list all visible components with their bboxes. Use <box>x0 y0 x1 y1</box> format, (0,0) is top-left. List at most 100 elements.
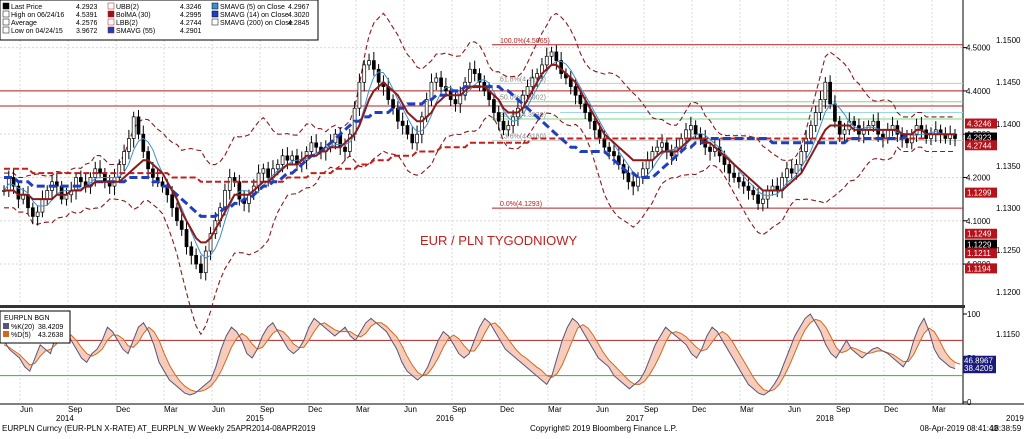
lower-band <box>4 112 955 336</box>
price-bar-body <box>362 64 367 83</box>
price-bar-body <box>794 164 799 174</box>
legend-swatch <box>211 2 219 10</box>
legend-swatch <box>211 10 219 18</box>
price-bar-body <box>789 168 794 174</box>
price-bar-body <box>227 177 232 191</box>
legend-label: Low on 04/24/15 <box>11 28 63 35</box>
percent-d-line <box>3 318 961 392</box>
price-bar-body <box>828 81 832 105</box>
legend-swatch <box>2 18 10 26</box>
x-year-label: 2014 <box>56 414 74 423</box>
price-tag-bg <box>965 228 997 239</box>
price-bar-body <box>506 125 511 131</box>
price-bar-body <box>501 120 506 131</box>
price-bar-body <box>136 116 141 135</box>
price-bar-body <box>583 103 588 113</box>
price-bar-body <box>823 81 828 100</box>
price-bar-body <box>612 151 616 157</box>
legend-swatch <box>107 18 115 26</box>
x-tick-label: Sep <box>260 405 275 414</box>
x-tick-label: Mar <box>356 405 370 414</box>
x-tick-label: Jun <box>788 405 801 414</box>
legend-value: 4.3246 <box>180 4 202 11</box>
legend-swatch <box>3 323 9 329</box>
fib-label: 23.6%(4.3180) <box>500 134 546 141</box>
price-bar-body <box>804 138 808 152</box>
price-bar-body <box>314 142 319 148</box>
price-bar-body <box>247 194 251 204</box>
price-bar-body <box>275 164 280 170</box>
price-bar-body <box>59 185 64 200</box>
price-tag-label: 4.2923 <box>967 134 992 143</box>
price-bar-body <box>170 194 174 209</box>
x-tick-label: Sep <box>68 405 83 414</box>
price-bar-body <box>626 172 631 183</box>
price-bar-body <box>405 125 410 135</box>
price-bar-body <box>122 151 126 165</box>
sma-55-line <box>4 85 909 218</box>
price-bar-body <box>592 120 597 131</box>
price-bar-body <box>472 68 477 74</box>
price-tag-label: 1.1299 <box>967 189 992 198</box>
price-bar-body <box>290 155 295 161</box>
stoch-tag-label: 46.8967 <box>964 357 993 366</box>
price-bar-body <box>78 177 83 183</box>
price-tag-label: 4.2744 <box>967 141 992 150</box>
secondary-tick-label: 1.1350 <box>996 162 1021 171</box>
price-bar-body <box>732 172 736 178</box>
x-tick-label: Dec <box>308 405 322 414</box>
price-bar-body <box>684 129 688 139</box>
sma-200-line <box>4 137 927 183</box>
secondary-tick-label: 1.1250 <box>996 246 1021 255</box>
x-tick-label: Mar <box>740 405 754 414</box>
price-tag-bg <box>965 132 997 143</box>
price-tag-label: 1.1229 <box>967 241 992 250</box>
price-bar-body <box>127 138 131 152</box>
legend-swatch <box>2 2 10 10</box>
x-tick-label: Jun <box>20 405 33 414</box>
legend-value: 4.2576 <box>76 20 98 27</box>
legend-label: Average <box>11 20 37 27</box>
x-tick-label: Jun <box>212 405 225 414</box>
x-axis: Jun Sep Dec Mar Jun Sep Dec Mar Jun Sep Dec Mar Jun S… <box>20 405 1024 423</box>
price-bar-body <box>223 190 227 209</box>
stoch-tag-bg <box>963 363 996 374</box>
price-bar-body <box>636 177 640 187</box>
price-bar-body <box>376 68 381 83</box>
price-bar-body <box>761 198 765 204</box>
legend-label: SMAVG (55) <box>116 28 155 35</box>
price-bar-body <box>391 99 395 109</box>
price-bar-body <box>371 60 376 70</box>
x-tick-label: Jun <box>404 405 417 414</box>
upper-band <box>4 12 955 179</box>
price-bar-body <box>477 73 482 83</box>
price-bar-body <box>905 138 909 144</box>
price-bar-body <box>141 133 146 152</box>
price-bar-body <box>708 146 712 152</box>
secondary-tick-label: 1.1300 <box>996 204 1021 213</box>
price-bar-body <box>35 211 40 217</box>
legend-value: 4.2901 <box>180 28 202 35</box>
price-bar-body <box>343 146 347 152</box>
legend-label: SMAVG (5) on Close <box>220 4 285 11</box>
price-tag-bg <box>965 187 997 198</box>
price-bar-body <box>693 125 698 135</box>
x-tick-label: Dec <box>692 405 706 414</box>
legend-swatch <box>3 331 9 337</box>
x-year-label: 2019 <box>1006 414 1024 423</box>
price-tag-bg <box>965 239 997 250</box>
bollinger-mid-line <box>4 63 955 244</box>
price-bar-body <box>285 155 290 161</box>
price-bar-body <box>11 177 16 187</box>
footer-right-time: 18:38:59 <box>990 424 1022 433</box>
price-bar-body <box>525 86 530 96</box>
panel-separator <box>0 305 965 308</box>
price-bar-body <box>607 146 612 152</box>
price-tag-bg <box>965 263 997 274</box>
stoch-legend: EURPLN BGN %K(20) 38.4209 %D(5) 43.2638 <box>0 310 71 344</box>
price-bar-body <box>30 207 35 217</box>
stoch-tick-label: 100 <box>967 310 981 319</box>
price-bar-body <box>415 133 419 144</box>
legend-label: UBB(2) <box>116 4 139 11</box>
